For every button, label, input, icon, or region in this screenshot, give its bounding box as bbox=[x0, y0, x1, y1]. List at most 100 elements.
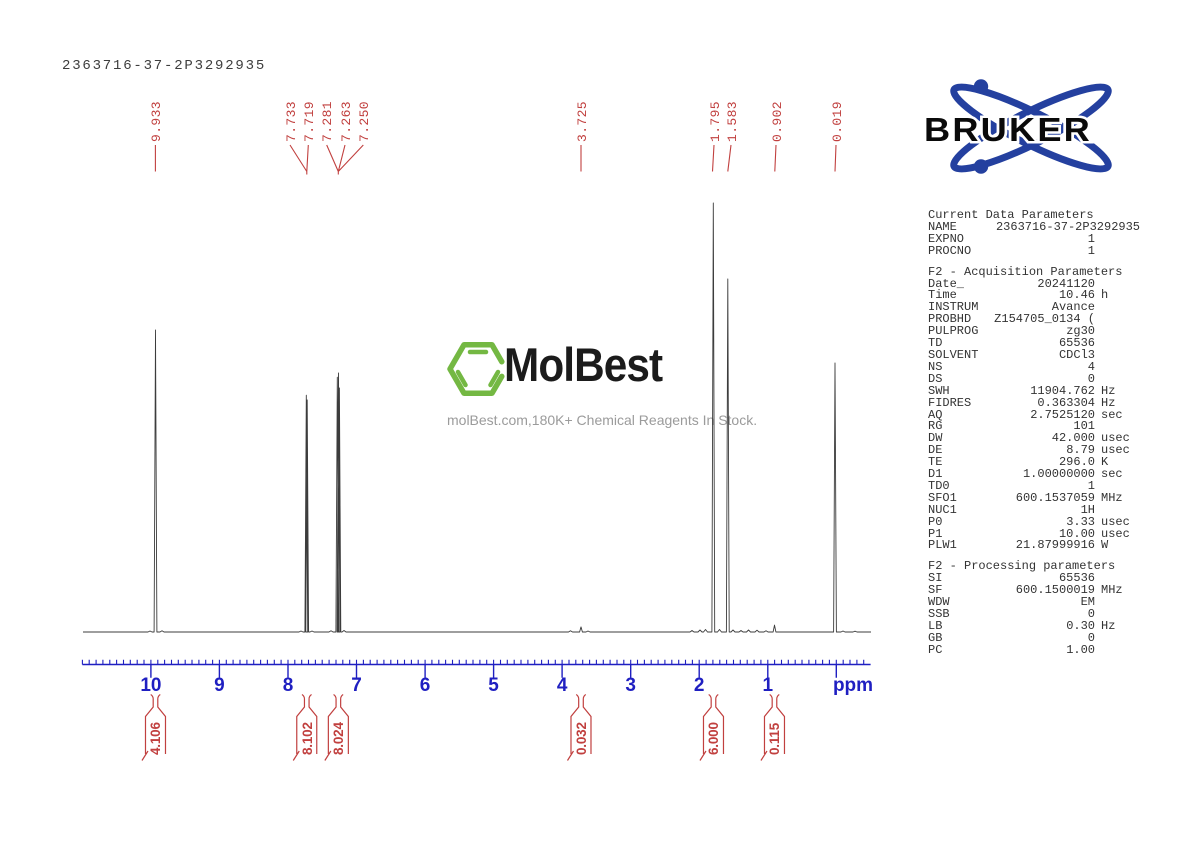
integral-marker bbox=[324, 693, 349, 761]
integral-value: 8.024 bbox=[331, 722, 347, 755]
param-value: 42.000 bbox=[1051, 431, 1095, 446]
molbest-watermark bbox=[440, 336, 770, 436]
param-unit: sec bbox=[1101, 407, 1123, 422]
x-axis-tick-label: 2 bbox=[694, 675, 705, 696]
param-value: 600.1500019 bbox=[1015, 583, 1095, 598]
param-value: zg30 bbox=[1066, 324, 1095, 339]
param-row: AQ 2.7525120 sec bbox=[928, 407, 1140, 422]
param-key: PROBHD bbox=[928, 312, 972, 327]
peak-label: 0.019 bbox=[829, 100, 845, 142]
param-value: 2.7525120 bbox=[1030, 407, 1095, 422]
x-axis-major-ticks bbox=[150, 664, 837, 678]
x-axis-tick-label: 4 bbox=[557, 675, 568, 696]
param-unit: usec bbox=[1101, 526, 1130, 541]
param-section: Current Data Parameters NAME 2363716-37-2P… bbox=[928, 209, 1140, 258]
param-unit: sec bbox=[1101, 467, 1123, 482]
param-row: SOLVENT CDCl3 bbox=[928, 347, 1140, 362]
param-key: TD bbox=[928, 336, 943, 351]
param-unit bbox=[1095, 314, 1140, 326]
param-unit: Hz bbox=[1101, 383, 1116, 398]
param-value: 65536 bbox=[1058, 336, 1095, 351]
param-key: P0 bbox=[928, 514, 943, 529]
param-key: PROCNO bbox=[928, 243, 972, 258]
param-row: EXPNO 1 bbox=[928, 231, 1140, 246]
x-axis-tick-label: 8 bbox=[283, 675, 294, 696]
param-value: 20241120 bbox=[1037, 276, 1095, 291]
param-row: FIDRES 0.363304 Hz bbox=[928, 397, 1140, 410]
param-value: 8.79 bbox=[1066, 443, 1095, 458]
integral-marker bbox=[292, 693, 318, 761]
param-key: NS bbox=[928, 359, 943, 374]
param-unit bbox=[1095, 234, 1140, 246]
param-unit bbox=[1095, 338, 1140, 350]
param-row: SSB 0 bbox=[928, 607, 1140, 621]
ppm-unit-label: ppm bbox=[833, 675, 873, 696]
integral-value: 6.000 bbox=[706, 722, 722, 755]
integral-value: 0.032 bbox=[573, 722, 589, 755]
param-row: SFO1 600.1537059 MHz bbox=[928, 490, 1140, 505]
param-key: TE bbox=[928, 455, 943, 470]
x-axis-tick-label: 3 bbox=[625, 675, 636, 696]
param-row: PLW1 21.87999916 W bbox=[928, 540, 1140, 552]
bruker-orbits-icon bbox=[950, 79, 1112, 174]
peak-label: 1.795 bbox=[707, 100, 723, 142]
param-value: 10.00 bbox=[1058, 526, 1095, 541]
param-key: INSTRUM bbox=[928, 300, 979, 315]
param-row: TD 65536 bbox=[928, 336, 1140, 351]
param-unit bbox=[1095, 633, 1140, 645]
param-key: Time bbox=[928, 288, 957, 303]
parameters-panel: Current Data Parameters NAME 2363716-37-2P… bbox=[928, 209, 1140, 657]
param-row: RG 101 bbox=[928, 419, 1140, 434]
param-key: AQ bbox=[928, 407, 943, 422]
param-section-title: F2 - Acquisition Parameters bbox=[928, 264, 1123, 279]
param-unit bbox=[1095, 326, 1140, 338]
param-row: SWH 11904.762 Hz bbox=[928, 383, 1140, 398]
param-value: 1 bbox=[1087, 231, 1095, 246]
param-unit: h bbox=[1101, 288, 1109, 303]
param-row: PULPROG zg30 bbox=[928, 324, 1140, 339]
param-row: DW 42.000 usec bbox=[928, 431, 1140, 446]
param-unit bbox=[1095, 597, 1140, 609]
peak-label: 7.281 bbox=[320, 100, 336, 142]
param-unit: MHz bbox=[1101, 490, 1123, 505]
x-axis-tick-label: 5 bbox=[488, 675, 499, 696]
param-value: 101 bbox=[1073, 419, 1095, 434]
integral-marker bbox=[566, 693, 592, 761]
param-row: DE 8.79 usec bbox=[928, 443, 1140, 458]
peak-label: 9.933 bbox=[148, 100, 164, 142]
integral-marker bbox=[141, 693, 167, 761]
param-row: SF 600.1500019 MHz bbox=[928, 583, 1140, 598]
integral-value: 0.115 bbox=[767, 722, 783, 755]
param-row: PROCNO 1 bbox=[928, 243, 1140, 258]
molbest-tagline: molBest.com,180K+ Chemical Reagents In S… bbox=[447, 412, 758, 428]
param-key: SOLVENT bbox=[928, 347, 979, 362]
param-row: NAME 2363716-37-2P3292935 bbox=[928, 221, 1140, 234]
param-value: 1H bbox=[1080, 502, 1095, 517]
peak-label-leader-lines bbox=[154, 144, 837, 175]
param-key: TD0 bbox=[928, 478, 950, 493]
param-value: 1.00000000 bbox=[1022, 467, 1095, 482]
bruker-logo: BRUKER bbox=[922, 79, 1112, 174]
param-key: PULPROG bbox=[928, 324, 979, 339]
param-value: 0 bbox=[1087, 607, 1095, 621]
param-key: Date_ bbox=[928, 276, 965, 291]
param-unit: K bbox=[1101, 455, 1109, 470]
peak-label: 3.725 bbox=[574, 100, 590, 142]
bruker-wordmark: BRUKER bbox=[924, 111, 1092, 148]
peak-label: 7.250 bbox=[356, 100, 372, 142]
param-row: SI 65536 bbox=[928, 572, 1140, 585]
param-value: Z154705_0134 ( bbox=[994, 312, 1095, 327]
param-value: 296.0 bbox=[1058, 455, 1095, 470]
peak-label: 0.902 bbox=[769, 100, 785, 142]
param-row: P0 3.33 usec bbox=[928, 514, 1140, 529]
param-row: PC 1.00 bbox=[928, 644, 1140, 657]
param-row: LB 0.30 Hz bbox=[928, 620, 1140, 633]
param-key: GB bbox=[928, 630, 943, 645]
param-row: TE 296.0 K bbox=[928, 455, 1140, 470]
param-unit bbox=[1095, 362, 1140, 374]
integral-value: 4.106 bbox=[148, 722, 164, 755]
integral-marker bbox=[699, 693, 725, 761]
param-row: Time 10.46 h bbox=[928, 288, 1140, 303]
param-value: 3.33 bbox=[1066, 514, 1095, 529]
